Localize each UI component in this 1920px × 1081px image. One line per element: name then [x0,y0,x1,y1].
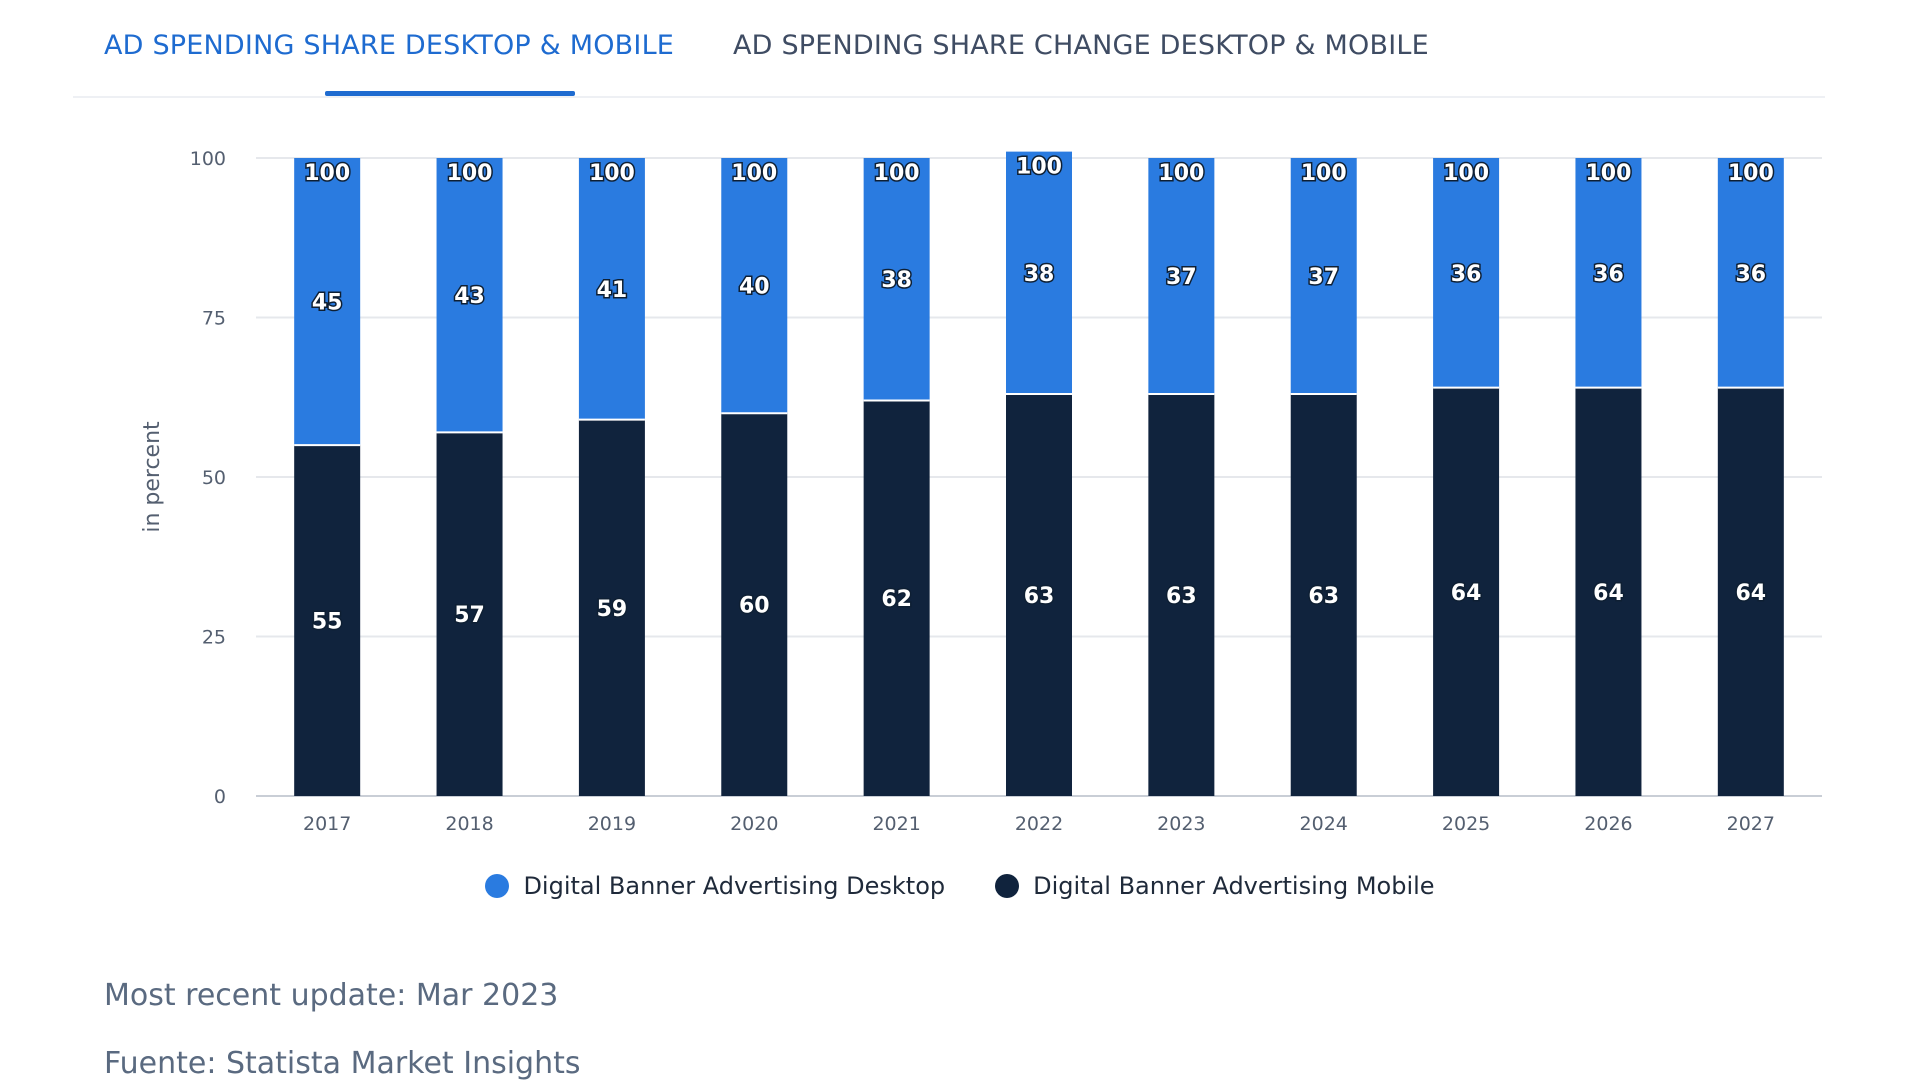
x-tick-label-2017: 2017 [303,813,351,835]
data-label-total-2019: 100 [589,161,635,186]
data-label-desktop-2021: 38 [881,268,912,293]
data-label-total-2020: 100 [731,161,777,186]
data-label-mobile-2019: 59 [597,597,628,622]
x-tick-label-2026: 2026 [1584,813,1632,835]
bars [294,151,1784,796]
bar-desktop-2025 [1433,158,1500,388]
bar-desktop-2024 [1290,158,1357,395]
bar-mobile-2024 [1290,394,1357,796]
y-tick-label: 0 [214,786,226,808]
data-label-total-2022: 100 [1016,155,1062,180]
x-tick-label-2024: 2024 [1300,813,1348,835]
bar-desktop-2022 [1006,151,1072,395]
data-label-mobile-2021: 62 [881,587,912,612]
bar-mobile-2020 [721,413,788,796]
bar-desktop-2023 [1148,158,1215,395]
bar-mobile-2017 [294,445,361,796]
data-label-mobile-2027: 64 [1736,581,1767,606]
y-tick-label: 75 [202,308,226,330]
bar-desktop-2026 [1575,158,1642,388]
data-label-desktop-2026: 36 [1593,262,1624,287]
bar-mobile-2021 [863,400,930,796]
data-label-mobile-2024: 63 [1308,584,1339,609]
x-tick-label-2027: 2027 [1727,813,1775,835]
source-note: Fuente: Statista Market Insights [104,1046,581,1081]
bar-mobile-2023 [1148,394,1215,796]
bar-mobile-2026 [1575,387,1642,796]
bar-desktop-2021 [863,158,930,401]
data-label-total-2021: 100 [874,161,920,186]
data-label-mobile-2017: 55 [312,610,343,635]
bar-desktop-2020 [721,158,788,414]
data-label-desktop-2022: 38 [1024,262,1055,287]
x-tick-label-2023: 2023 [1157,813,1205,835]
legend-dot-mobile [995,874,1020,898]
update-note: Most recent update: Mar 2023 [104,978,559,1013]
x-tick-label-2018: 2018 [445,813,493,835]
tab-ad-spending-share-change[interactable]: AD SPENDING SHARE CHANGE DESKTOP & MOBIL… [733,30,1429,61]
data-label-mobile-2023: 63 [1166,584,1197,609]
bar-mobile-2027 [1717,387,1784,796]
data-label-mobile-2018: 57 [454,603,485,628]
data-label-total-2017: 100 [304,161,350,186]
bar-desktop-2027 [1717,158,1784,388]
bar-mobile-2025 [1433,387,1500,796]
data-label-desktop-2020: 40 [739,275,770,300]
bar-mobile-2019 [578,419,645,796]
x-tick-label-2022: 2022 [1015,813,1063,835]
tab-bar: AD SPENDING SHARE DESKTOP & MOBILE AD SP… [73,0,1825,98]
data-label-desktop-2018: 43 [454,284,485,309]
y-tick-label: 25 [202,627,226,649]
y-tick-label: 50 [202,467,226,489]
data-label-total-2023: 100 [1158,161,1204,186]
bar-desktop-2019 [578,158,645,420]
data-label-desktop-2019: 41 [597,278,628,303]
stacked-bar-chart: 55 45 100 57 43 100 59 41 100 60 40 100 62 38 100 63 38 1… [140,148,1822,835]
data-label-total-2018: 100 [447,161,493,186]
bar-mobile-2022 [1006,394,1072,796]
legend: Digital Banner Advertising Desktop Digit… [0,872,1920,900]
data-label-mobile-2026: 64 [1593,581,1624,606]
data-label-desktop-2025: 36 [1451,262,1482,287]
data-labels: 55 45 100 57 43 100 59 41 100 60 40 100 62 38 100 63 38 1… [303,153,1776,636]
legend-item-mobile[interactable]: Digital Banner Advertising Mobile [995,872,1435,900]
data-label-total-2024: 100 [1301,161,1347,186]
x-tick-label-2021: 2021 [872,813,920,835]
y-axis-title: in percent [140,421,165,533]
bar-mobile-2018 [436,432,503,796]
x-tick-label-2020: 2020 [730,813,778,835]
bar-desktop-2018 [436,158,503,433]
data-label-mobile-2020: 60 [739,594,770,619]
data-label-mobile-2022: 63 [1024,584,1055,609]
x-tick-label-2019: 2019 [588,813,636,835]
legend-label-desktop: Digital Banner Advertising Desktop [523,872,946,900]
tab-ad-spending-share[interactable]: AD SPENDING SHARE DESKTOP & MOBILE [104,30,675,61]
bar-desktop-2017 [294,158,361,446]
data-label-desktop-2017: 45 [312,291,343,316]
active-tab-indicator [325,91,575,96]
data-label-desktop-2027: 36 [1736,262,1767,287]
legend-label-mobile: Digital Banner Advertising Mobile [1033,872,1435,900]
data-label-total-2027: 100 [1728,161,1774,186]
data-label-mobile-2025: 64 [1451,581,1482,606]
data-label-desktop-2024: 37 [1308,265,1339,290]
data-label-total-2025: 100 [1443,161,1489,186]
data-label-total-2026: 100 [1585,161,1631,186]
legend-item-desktop[interactable]: Digital Banner Advertising Desktop [485,872,945,900]
axes: 0 25 50 75 100 in percent 2017 2018 2019 2020 2021… [140,148,1775,835]
y-tick-label: 100 [190,148,226,170]
data-label-desktop-2023: 37 [1166,265,1197,290]
x-tick-label-2025: 2025 [1442,813,1490,835]
legend-dot-desktop [485,874,510,898]
